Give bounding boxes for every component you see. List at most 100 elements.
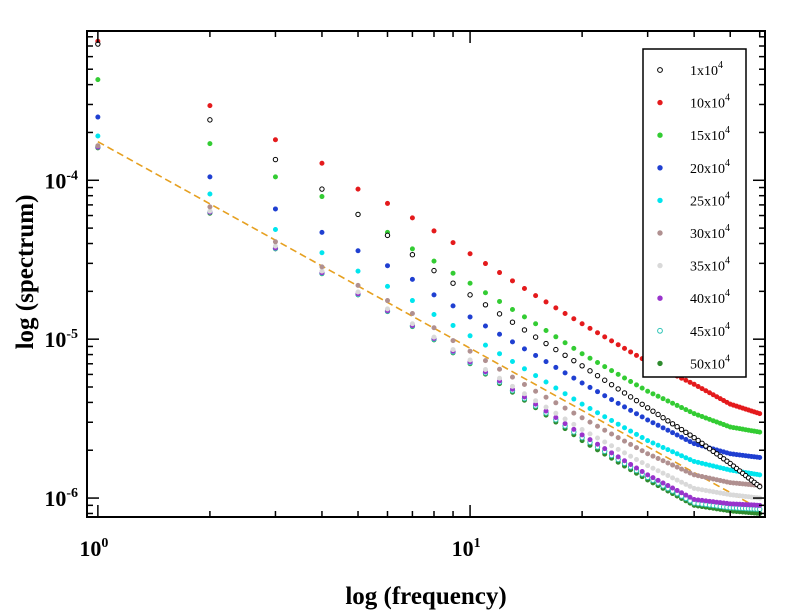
data-point (272, 174, 278, 180)
data-point (579, 321, 585, 327)
data-point (687, 457, 693, 463)
data-point (633, 397, 640, 404)
data-point (609, 431, 615, 437)
data-point (571, 421, 577, 427)
data-point (521, 327, 528, 333)
legend-item: 1x104 (657, 60, 723, 79)
data-point (355, 248, 361, 254)
y-axis-title: log (spectrum) (12, 195, 39, 350)
data-point (579, 415, 585, 421)
data-point (482, 358, 488, 364)
legend-label: 1x104 (690, 60, 723, 79)
data-point (579, 432, 585, 438)
data-point (622, 404, 628, 410)
data-point (602, 393, 608, 399)
data-point (628, 428, 634, 434)
data-point (319, 194, 325, 200)
data-point (543, 404, 549, 410)
data-point (679, 453, 685, 459)
data-point (655, 422, 661, 428)
data-point (272, 156, 279, 163)
data-point (660, 470, 666, 476)
data-point (674, 402, 680, 408)
data-point (691, 458, 697, 464)
legend-marker (657, 262, 663, 269)
data-point (571, 345, 577, 351)
data-point (450, 347, 456, 353)
data-point (543, 299, 549, 305)
data-point (644, 405, 651, 411)
data-point (687, 439, 693, 445)
data-point (450, 240, 456, 246)
data-point (384, 306, 390, 312)
data-point (650, 453, 656, 459)
legend-marker (657, 132, 663, 138)
data-point (655, 442, 661, 448)
data-point (543, 327, 549, 333)
legend-item: 30x104 (657, 223, 730, 242)
data-point (714, 451, 720, 457)
data-point (699, 386, 705, 392)
data-point (579, 351, 585, 357)
data-point (587, 384, 593, 390)
data-point (533, 398, 539, 404)
data-point (595, 389, 601, 395)
data-point (450, 303, 456, 309)
data-point (543, 340, 549, 347)
data-point (521, 314, 527, 320)
data-point (409, 246, 415, 252)
data-point (355, 282, 361, 288)
data-point (609, 338, 615, 344)
data-point (655, 455, 661, 461)
data-point (615, 421, 621, 427)
data-point (595, 441, 601, 447)
data-point (467, 348, 473, 354)
data-point (207, 174, 213, 180)
data-point (543, 394, 549, 400)
data-point (553, 385, 559, 391)
legend: 1x104 10x104 15x104 20x104 25x104 30x104 35x10… (642, 48, 747, 378)
legend-label: 30x104 (690, 223, 730, 242)
data-point (497, 351, 503, 357)
legend-label: 15x104 (690, 125, 730, 144)
x-axis-title: log (frequency) (345, 583, 506, 610)
legend-item: 15x104 (657, 125, 730, 144)
data-point (496, 311, 503, 317)
data-point (482, 342, 488, 348)
data-point (683, 429, 689, 436)
data-point (571, 396, 577, 402)
data-point (562, 416, 568, 422)
data-point (562, 310, 568, 316)
legend-marker (657, 360, 663, 367)
data-point (710, 448, 716, 454)
data-point (553, 334, 559, 340)
data-point (645, 472, 651, 478)
data-point (633, 465, 639, 471)
data-point (622, 425, 628, 431)
data-point (691, 381, 697, 387)
data-point (431, 325, 437, 331)
legend-label: 45x104 (690, 321, 730, 340)
data-point (665, 447, 671, 453)
data-point (622, 450, 628, 456)
data-point (482, 367, 488, 373)
data-point (384, 200, 390, 206)
data-point (521, 346, 527, 352)
data-point (571, 316, 577, 322)
data-point (450, 280, 456, 286)
legend-item: 50x104 (657, 353, 730, 372)
data-point (660, 480, 666, 486)
data-point (562, 405, 568, 411)
data-point (609, 397, 615, 403)
data-point (687, 379, 693, 385)
data-point (679, 405, 685, 411)
data-point (272, 137, 278, 143)
legend-label: 40x104 (690, 288, 730, 307)
data-point (602, 446, 608, 452)
data-point (533, 373, 539, 379)
data-point (587, 368, 593, 374)
data-point (431, 228, 437, 234)
data-point (703, 443, 709, 449)
data-point (384, 232, 391, 239)
data-point (602, 414, 608, 420)
